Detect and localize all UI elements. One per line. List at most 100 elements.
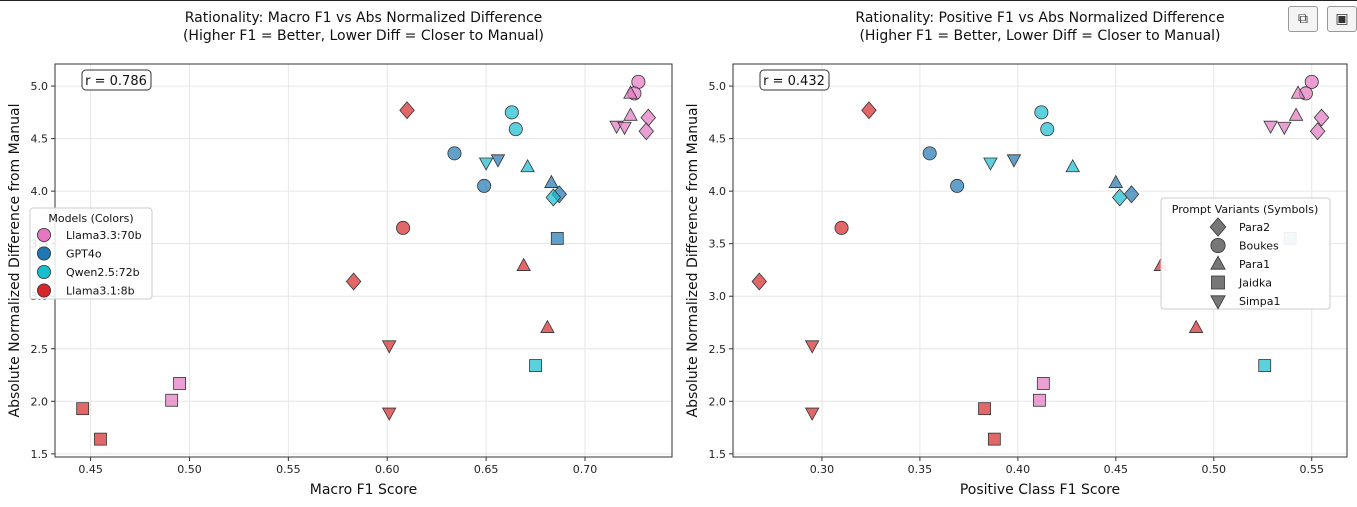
data-point — [478, 157, 494, 171]
chart-1: Rationality: Macro F1 vs Abs Normalized … — [7, 10, 673, 498]
y-tick-label: 1.5 — [709, 448, 727, 461]
data-point — [381, 407, 397, 421]
data-point — [529, 359, 542, 372]
data-point — [165, 393, 179, 407]
data-point — [623, 85, 638, 99]
data-point — [978, 402, 991, 416]
plot-area — [732, 63, 1348, 458]
data-point — [1034, 105, 1049, 120]
legend-label: Llama3.3:70b — [66, 229, 142, 242]
data-point — [381, 340, 397, 354]
x-tick-label: 0.45 — [1104, 463, 1129, 476]
data-point — [1033, 393, 1046, 407]
x-tick-label: 0.50 — [177, 463, 202, 476]
data-point — [1263, 120, 1278, 135]
x-tick-label: 0.50 — [1202, 463, 1227, 476]
legend: Models (Colors) Llama3.3:70b GPT4o Qwen2.5:… — [29, 207, 153, 300]
data-point — [396, 220, 411, 235]
x-tick-label: 0.55 — [276, 463, 301, 476]
data-point — [1309, 122, 1326, 141]
data-point — [1313, 108, 1330, 127]
y-tick-label: 2.5 — [709, 343, 727, 356]
data-point — [1304, 74, 1319, 89]
data-point — [1290, 85, 1306, 99]
data-point — [1036, 377, 1050, 390]
x-tick-label: 0.70 — [573, 463, 598, 476]
chart-subtitle: (Higher F1 = Better, Lower Diff = Closer… — [183, 28, 544, 44]
legend-marker — [1210, 255, 1226, 270]
data-point — [508, 122, 523, 137]
correlation-annotation: r = 0.786 — [81, 69, 152, 91]
data-point — [751, 272, 767, 291]
data-point — [834, 220, 849, 235]
data-point — [399, 101, 415, 120]
legend-label: Simpa1 — [1239, 295, 1280, 308]
data-point — [520, 158, 535, 173]
svg-text:r = 0.432: r = 0.432 — [763, 74, 825, 89]
copy-button[interactable]: ⧉ — [1288, 6, 1318, 32]
legend-label: Qwen2.5:72b — [66, 266, 140, 279]
data-point — [544, 174, 559, 188]
data-point — [447, 146, 462, 161]
y-tick-label: 2.0 — [31, 395, 49, 408]
y-tick-label: 4.0 — [31, 185, 49, 198]
x-axis-label: Positive Class F1 Score — [960, 482, 1120, 498]
data-point — [623, 107, 638, 121]
data-point — [983, 157, 998, 171]
legend-marker — [37, 264, 52, 279]
legend-label: Llama3.1:8b — [66, 285, 135, 298]
data-point — [1112, 188, 1128, 207]
x-tick-label: 0.35 — [908, 463, 933, 476]
x-tick-label: 0.40 — [1006, 463, 1031, 476]
x-tick-label: 0.60 — [375, 463, 400, 476]
chart-2: Rationality: Positive F1 vs Abs Normaliz… — [685, 10, 1348, 498]
data-point — [76, 402, 90, 416]
data-point — [345, 272, 362, 291]
data-point — [804, 407, 820, 421]
legend-title: Models (Colors) — [48, 212, 133, 225]
legend-marker — [1211, 275, 1225, 290]
legend-marker — [37, 227, 52, 242]
data-point — [1006, 154, 1022, 168]
legend-marker — [37, 283, 52, 298]
y-tick-label: 5.0 — [709, 80, 727, 93]
data-point — [638, 122, 655, 141]
legend: Prompt Variants (Symbols) Para2 Boukes Para… — [1160, 197, 1331, 310]
data-point — [1258, 359, 1272, 372]
save-button[interactable]: ▣ — [1327, 6, 1357, 32]
data-point — [922, 146, 937, 161]
y-tick-label: 5.0 — [31, 80, 49, 93]
chart-title: Rationality: Macro F1 vs Abs Normalized … — [185, 10, 543, 26]
copy-icon: ⧉ — [1298, 11, 1308, 27]
data-point — [1188, 319, 1204, 333]
data-point — [950, 178, 965, 193]
y-tick-label: 4.0 — [709, 185, 727, 198]
chart-subtitle: (Higher F1 = Better, Lower Diff = Closer… — [859, 28, 1220, 44]
legend-label: Para2 — [1239, 221, 1270, 234]
data-point — [1040, 122, 1055, 137]
x-tick-label: 0.30 — [810, 463, 835, 476]
data-point — [1108, 174, 1124, 188]
y-tick-label: 4.5 — [31, 133, 49, 146]
legend-marker — [1210, 237, 1226, 254]
legend-marker — [1209, 217, 1227, 237]
y-tick-label: 3.0 — [709, 290, 727, 303]
data-point — [94, 432, 107, 446]
data-point — [1288, 107, 1304, 121]
data-point — [516, 257, 531, 271]
y-tick-label: 4.5 — [709, 133, 727, 146]
data-point — [173, 377, 186, 390]
legend-title: Prompt Variants (Symbols) — [1172, 203, 1319, 216]
legend-label: Para1 — [1239, 258, 1270, 271]
data-point — [490, 154, 506, 168]
y-axis-label: Absolute Normalized Difference from Manu… — [685, 103, 701, 417]
data-point — [477, 178, 492, 193]
data-point — [640, 108, 656, 127]
save-icon: ▣ — [1335, 11, 1349, 27]
legend-marker — [1210, 295, 1226, 310]
legend-label: Boukes — [1239, 240, 1279, 253]
x-axis-label: Macro F1 Score — [310, 482, 417, 498]
data-point — [540, 319, 555, 333]
y-tick-label: 1.5 — [31, 448, 49, 461]
